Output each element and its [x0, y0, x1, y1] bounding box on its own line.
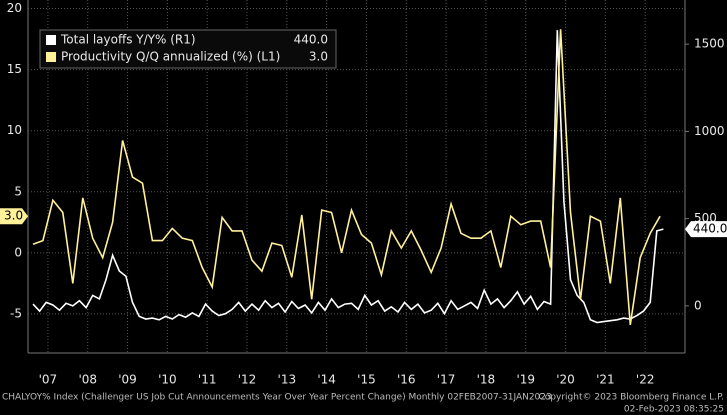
x-tick-label: '08	[78, 373, 97, 387]
x-tick-label: '09	[118, 373, 137, 387]
x-tick-label: '22	[636, 373, 655, 387]
x-tick-label: '18	[477, 373, 496, 387]
y2-tick-label: 1500	[694, 37, 725, 51]
y2-tick-label: 0	[694, 298, 702, 312]
last-value-label: 3.0	[4, 209, 23, 223]
y-tick-label: -5	[10, 306, 22, 320]
y-tick-label: 10	[7, 123, 22, 137]
series-line	[32, 30, 664, 324]
legend-value: 440.0	[294, 33, 328, 47]
legend-label: Productivity Q/Q annualized (%) (L1)	[61, 50, 280, 64]
legend-box	[39, 29, 337, 69]
x-tick-label: '17	[437, 373, 456, 387]
x-tick-label: '16	[397, 373, 416, 387]
last-value-marker	[685, 221, 727, 238]
y-tick-label: 0	[14, 245, 22, 259]
legend-label: Total layoffs Y/Y% (R1)	[60, 33, 196, 47]
footer-source: CHALYOY% Index (Challenger US Job Cut An…	[2, 393, 552, 403]
legend-value: 3.0	[309, 50, 328, 64]
legend: Total layoffs Y/Y% (R1) 440.0 Productivity…	[39, 29, 337, 69]
footer-date: 02-Feb-2023 08:35:25	[624, 405, 724, 415]
y2-tick-label: 1000	[694, 124, 725, 138]
y-tick-label: 15	[7, 62, 22, 76]
x-tick-label: '19	[516, 373, 535, 387]
series-line	[32, 29, 661, 326]
y-tick-label: 20	[7, 1, 22, 15]
last-value-label: 440.0	[693, 222, 727, 236]
x-tick-label: '11	[198, 373, 217, 387]
x-tick-label: '12	[238, 373, 257, 387]
legend-swatch	[46, 52, 56, 62]
x-tick-label: '10	[158, 373, 177, 387]
x-tick-label: '15	[357, 373, 376, 387]
y-tick-label: 5	[14, 184, 22, 198]
last-value-marker	[0, 208, 28, 225]
x-tick-label: '13	[278, 373, 297, 387]
x-tick-label: '14	[317, 373, 336, 387]
x-tick-label: '21	[596, 373, 615, 387]
x-tick-label: '07	[39, 373, 58, 387]
footer-copyright: Copyright© 2023 Bloomberg Finance L.P.	[539, 393, 724, 403]
legend-swatch	[46, 35, 56, 45]
x-tick-label: '20	[556, 373, 575, 387]
